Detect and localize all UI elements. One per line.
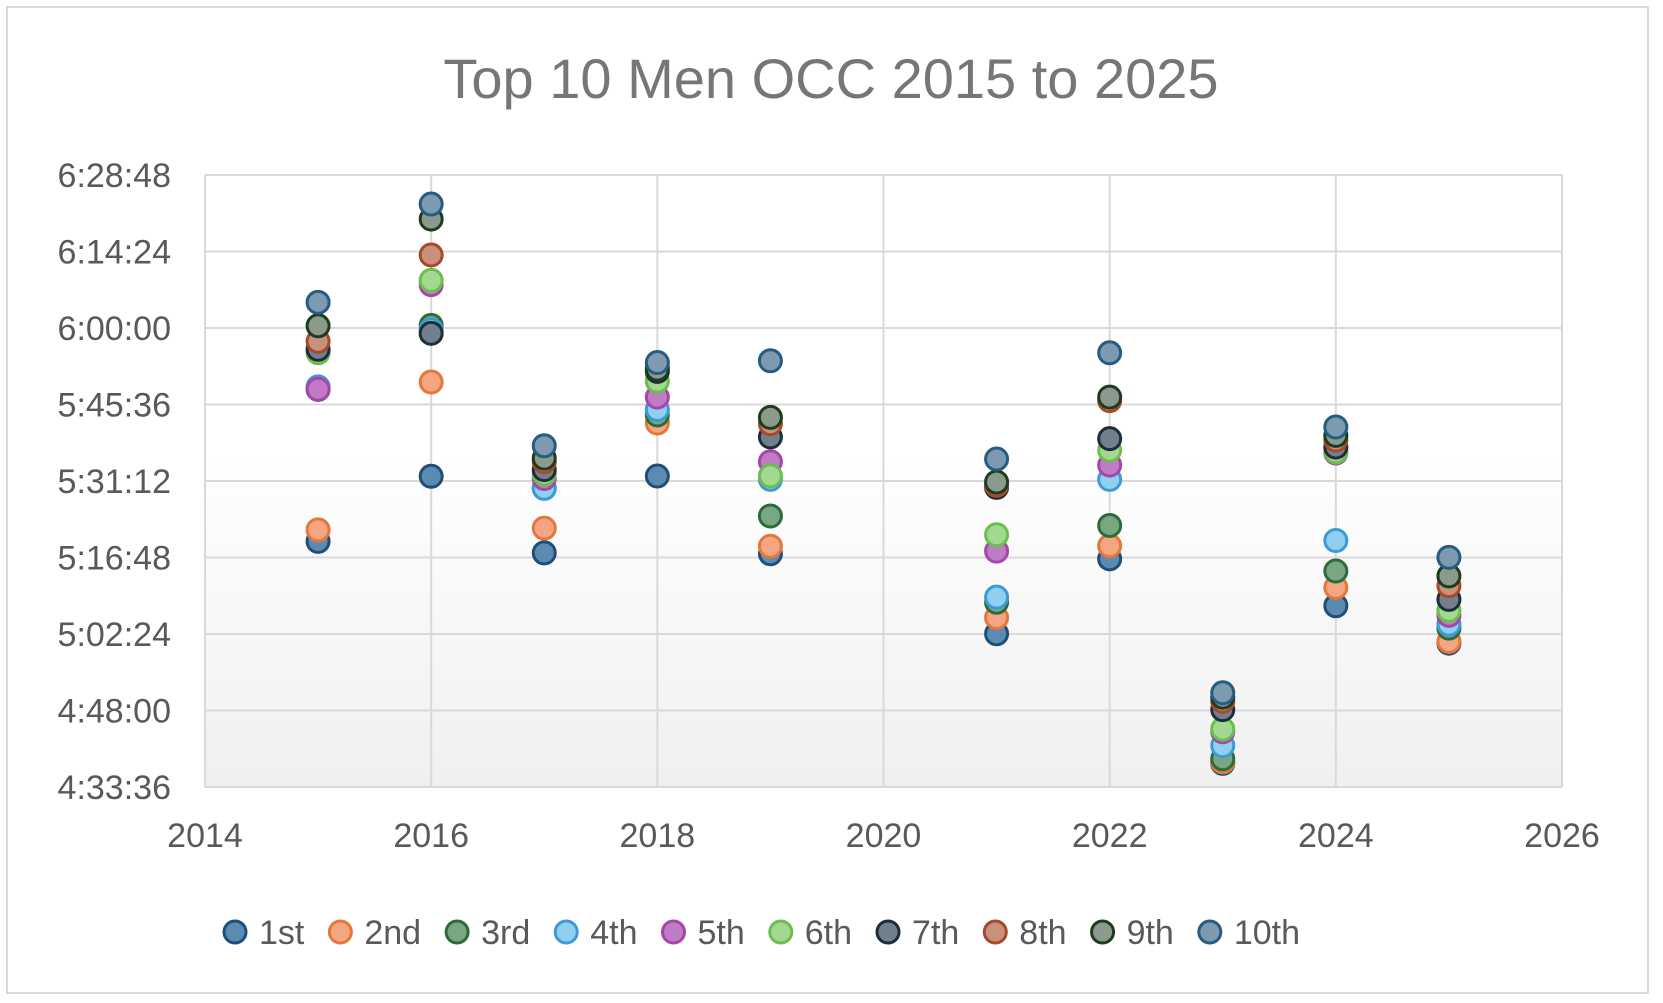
x-tick-label: 2026 [1524,817,1600,855]
legend-label: 4th [590,914,637,952]
point-9th-2021 [984,469,1010,495]
x-tick-label: 2022 [1072,817,1148,855]
point-10th-2017 [531,433,557,459]
legend-marker [553,919,579,945]
point-3rd-2019 [757,503,783,529]
legend-label: 6th [805,914,852,952]
point-4th-2021 [984,584,1010,610]
y-tick-label: 4:48:00 [58,693,171,731]
point-6th-2021 [984,522,1010,548]
legend-item-9th[interactable]: 9th [1090,914,1174,952]
point-10th-2022 [1097,340,1123,366]
x-tick-label: 2014 [167,817,243,855]
y-tick-label: 6:00:00 [58,310,171,348]
point-10th-2023 [1210,680,1236,706]
legend-item-4th[interactable]: 4th [553,914,638,952]
point-6th-2019 [757,463,783,489]
y-tick-label: 5:45:36 [58,387,171,425]
legend-item-5th[interactable]: 5th [661,914,745,952]
legend-label: 10th [1234,914,1300,952]
x-tick-label: 2020 [846,817,922,855]
legend-marker [1090,919,1116,945]
legend-label: 9th [1127,914,1174,952]
legend-marker [222,919,248,945]
legend-label: 1st [259,914,305,952]
legend-marker [768,919,794,945]
point-10th-2016 [418,191,444,217]
y-tick-label: 5:02:24 [58,616,171,654]
legend-label: 2nd [364,914,421,952]
x-tick-label: 2018 [620,817,696,855]
point-10th-2018 [644,350,670,376]
legend-item-2nd[interactable]: 2nd [327,914,421,952]
legend-item-6th[interactable]: 6th [768,914,852,952]
point-7th-2016 [418,320,444,346]
legend-item-1st[interactable]: 1st [222,914,305,952]
point-2nd-2019 [757,533,783,559]
legend-item-3rd[interactable]: 3rd [444,914,530,952]
x-tick-label: 2016 [393,817,469,855]
y-tick-label: 5:31:12 [58,463,171,501]
point-10th-2025 [1436,544,1462,570]
legend-marker [661,919,686,945]
point-10th-2021 [984,446,1010,472]
point-1st-2018 [644,463,670,489]
y-tick-label: 6:14:24 [58,234,171,272]
legend-label: 3rd [481,914,530,952]
legend-marker [444,919,470,945]
point-6th-2016 [418,267,444,293]
point-4th-2024 [1323,528,1349,553]
point-3rd-2024 [1323,558,1349,584]
legend-label: 5th [698,914,745,952]
y-tick-label: 5:16:48 [58,540,171,578]
point-9th-2015 [305,313,331,339]
legend-item-7th[interactable]: 7th [875,914,959,952]
legend-marker [875,919,901,945]
chart-title: Top 10 Men OCC 2015 to 2025 [443,47,1218,110]
point-2nd-2017 [531,515,557,541]
point-9th-2019 [757,404,783,430]
point-2nd-2016 [418,369,444,395]
y-tick-label: 6:28:48 [58,157,171,195]
point-10th-2024 [1323,414,1349,440]
point-1st-2016 [418,463,444,489]
point-2nd-2015 [305,517,331,543]
point-8th-2016 [418,242,444,268]
point-10th-2019 [757,348,783,374]
legend-item-8th[interactable]: 8th [982,914,1067,952]
legend-marker [982,919,1008,945]
point-7th-2022 [1097,426,1123,452]
legend-item-10th[interactable]: 10th [1197,914,1300,952]
point-2nd-2022 [1097,533,1123,559]
x-tick-label: 2024 [1298,817,1374,855]
legend-marker [1197,919,1223,945]
legend-marker [327,919,353,945]
point-10th-2015 [305,289,331,315]
y-tick-label: 4:33:36 [58,769,171,807]
point-1st-2017 [531,540,557,566]
point-3rd-2022 [1097,512,1123,538]
point-5th-2015 [305,376,331,402]
legend-label: 8th [1019,914,1066,952]
legend-label: 7th [912,914,959,952]
point-9th-2022 [1097,384,1123,410]
